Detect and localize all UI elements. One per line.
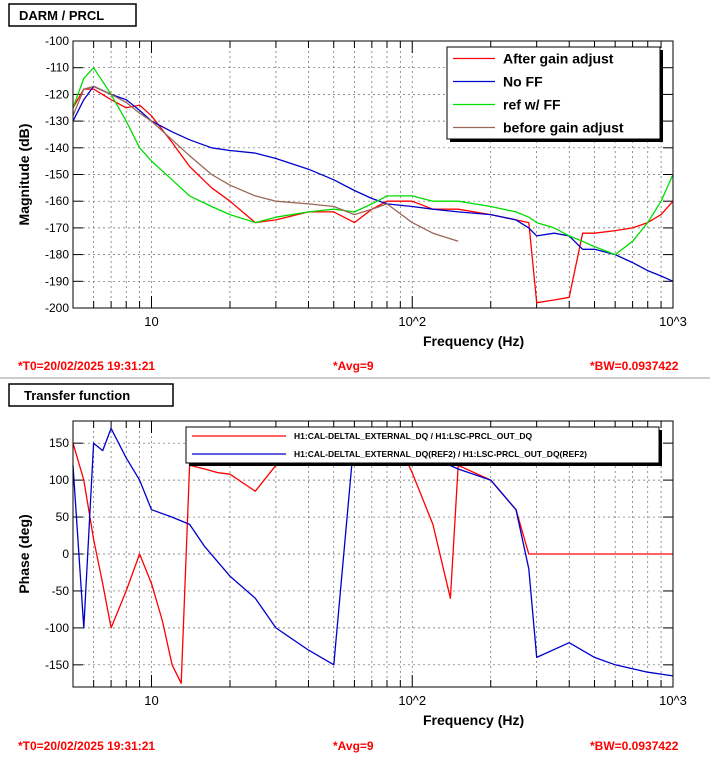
y-tick-label: -180 bbox=[45, 248, 69, 262]
y-tick-label: -50 bbox=[52, 584, 70, 598]
magnitude-plot: -200 -190 -180 -170 -160 -150 -140 -130 -120 -110… bbox=[16, 34, 687, 349]
bottom-panel-title-box bbox=[8, 383, 174, 407]
x-axis-label: Frequency (Hz) bbox=[423, 712, 524, 728]
legend-label-0: After gain adjust bbox=[503, 50, 614, 66]
bottom-panel-title: Transfer function bbox=[24, 388, 130, 403]
y-tick-label: 150 bbox=[49, 436, 69, 450]
legend-label-1: H1:CAL-DELTAL_EXTERNAL_DQ(REF2) / H1:LSC… bbox=[294, 449, 587, 459]
x-tick-label: 10 bbox=[144, 314, 158, 329]
y-tick-label: -110 bbox=[46, 61, 69, 75]
y-tick-label: -190 bbox=[45, 274, 69, 288]
top-footer-t0: *T0=20/02/2025 19:31:21 bbox=[18, 359, 155, 373]
series-line-2 bbox=[72, 67, 674, 256]
y-tick-label: -150 bbox=[45, 658, 69, 672]
legend-label-1: No FF bbox=[503, 73, 543, 89]
y-axis-label: Magnitude (dB) bbox=[16, 124, 32, 226]
bottom-footer-t0: *T0=20/02/2025 19:31:21 bbox=[18, 739, 155, 753]
legend: After gain adjust No FF ref w/ FF before ga… bbox=[446, 46, 663, 142]
x-tick-label: 10^3 bbox=[659, 693, 687, 708]
legend: H1:CAL-DELTAL_EXTERNAL_DQ / H1:LSC-PRCL_… bbox=[185, 426, 662, 466]
y-tick-label: 0 bbox=[62, 547, 69, 561]
y-tick-label: -170 bbox=[45, 221, 69, 235]
y-tick-label: -130 bbox=[45, 114, 69, 128]
top-footer-bw: *BW=0.0937422 bbox=[590, 359, 679, 373]
legend-label-0: H1:CAL-DELTAL_EXTERNAL_DQ / H1:LSC-PRCL_… bbox=[294, 431, 533, 441]
x-tick-label: 10^2 bbox=[398, 314, 426, 329]
top-panel-title: DARM / PRCL bbox=[19, 8, 104, 23]
top-panel: DARM / PRCL -200 -190 -180 -170 -160 -150 -140… bbox=[8, 3, 687, 373]
legend-label-3: before gain adjust bbox=[503, 119, 624, 135]
series-line-1 bbox=[72, 85, 674, 282]
y-tick-label: 50 bbox=[56, 510, 70, 524]
legend-box bbox=[185, 426, 660, 464]
series-line-3 bbox=[72, 85, 459, 242]
x-tick-label: 10^2 bbox=[398, 693, 426, 708]
y-axis-label: Phase (deg) bbox=[16, 514, 32, 593]
y-tick-label: -100 bbox=[45, 621, 69, 635]
plot-frame bbox=[72, 40, 674, 309]
bottom-panel: Transfer function -150 -100 -50 0 50 100 150 10… bbox=[8, 383, 687, 753]
y-tick-label: -150 bbox=[45, 168, 69, 182]
y-tick-label: -200 bbox=[45, 301, 69, 315]
plot-frame bbox=[72, 420, 674, 688]
y-tick-label: -120 bbox=[45, 87, 69, 101]
legend-label-2: ref w/ FF bbox=[503, 96, 561, 112]
bottom-footer-bw: *BW=0.0937422 bbox=[590, 739, 679, 753]
legend-box bbox=[446, 46, 661, 140]
series-line-0 bbox=[72, 88, 674, 304]
x-tick-label: 10^3 bbox=[659, 314, 687, 329]
y-tick-label: -140 bbox=[45, 141, 69, 155]
y-tick-label: 100 bbox=[49, 473, 69, 487]
x-tick-label: 10 bbox=[144, 693, 158, 708]
top-footer-avg: *Avg=9 bbox=[333, 359, 374, 373]
x-axis-label: Frequency (Hz) bbox=[423, 333, 524, 349]
bottom-footer-avg: *Avg=9 bbox=[333, 739, 374, 753]
top-panel-title-box bbox=[8, 3, 137, 27]
y-tick-label: -160 bbox=[45, 194, 69, 208]
phase-plot: -150 -100 -50 0 50 100 150 10 10^2 10^3 Frequency … bbox=[16, 420, 687, 728]
series-line-1 bbox=[72, 427, 674, 677]
y-tick-label: -100 bbox=[45, 34, 69, 48]
